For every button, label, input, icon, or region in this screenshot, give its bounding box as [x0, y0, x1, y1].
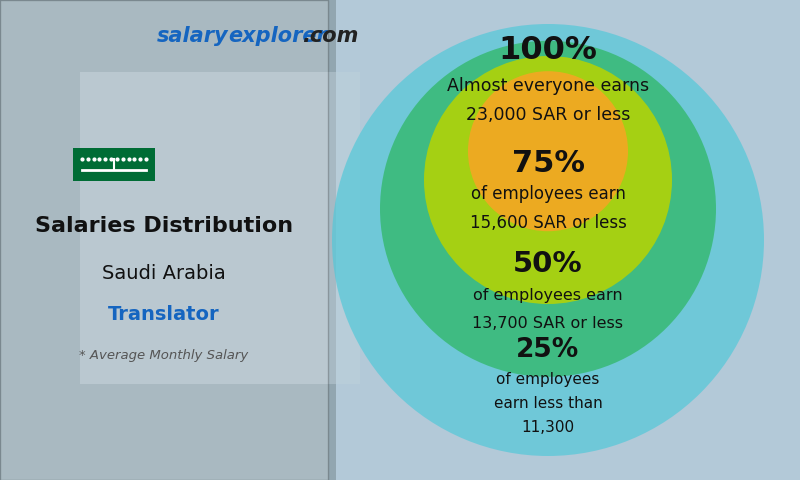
Bar: [336, 0, 800, 480]
Text: .com: .com: [302, 26, 358, 47]
Text: explorer: explorer: [228, 26, 326, 47]
Text: earn less than: earn less than: [494, 396, 602, 411]
Text: 13,700 SAR or less: 13,700 SAR or less: [473, 316, 623, 332]
Ellipse shape: [380, 41, 716, 377]
Text: 100%: 100%: [498, 35, 598, 66]
FancyBboxPatch shape: [0, 0, 328, 480]
Text: Salaries Distribution: Salaries Distribution: [35, 216, 293, 236]
Text: Translator: Translator: [108, 305, 220, 324]
Text: 23,000 SAR or less: 23,000 SAR or less: [466, 106, 630, 124]
Text: 75%: 75%: [511, 149, 585, 178]
Text: Saudi Arabia: Saudi Arabia: [102, 264, 226, 283]
Bar: [0, 0, 336, 480]
Bar: [80, 72, 360, 384]
Text: Almost everyone earns: Almost everyone earns: [447, 77, 649, 96]
Text: of employees earn: of employees earn: [470, 185, 626, 204]
Ellipse shape: [424, 56, 672, 304]
Text: * Average Monthly Salary: * Average Monthly Salary: [79, 348, 249, 362]
Text: 11,300: 11,300: [522, 420, 574, 435]
Text: 25%: 25%: [516, 337, 580, 363]
Ellipse shape: [332, 24, 764, 456]
Text: of employees earn: of employees earn: [473, 288, 623, 303]
Text: salary: salary: [156, 26, 228, 47]
Text: of employees: of employees: [496, 372, 600, 387]
Ellipse shape: [468, 71, 628, 231]
Text: 15,600 SAR or less: 15,600 SAR or less: [470, 214, 626, 232]
Text: 50%: 50%: [513, 250, 583, 278]
